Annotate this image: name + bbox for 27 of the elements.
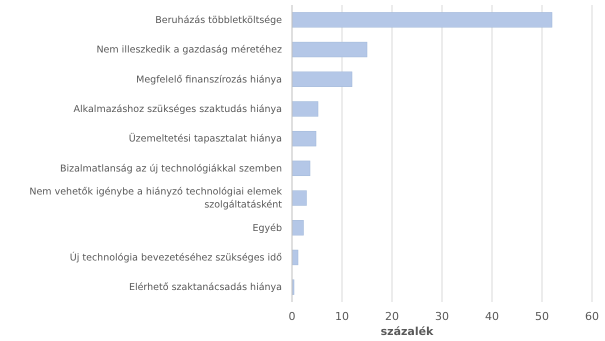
x-axis-title: százalék xyxy=(380,325,434,338)
bar xyxy=(292,101,318,117)
y-tick-label: Bizalmatlanság az új technológiákkal szemben xyxy=(60,162,282,174)
x-tick-label: 0 xyxy=(288,310,296,323)
y-tick-label: Beruházás többletköltsége xyxy=(155,14,282,26)
y-tick-label: Üzemeltetési tapasztalat hiánya xyxy=(128,132,282,144)
y-tick-label: Egyéb xyxy=(252,222,282,234)
y-tick-label: Új technológia bevezetéséhez szükséges idő xyxy=(70,251,282,264)
y-tick-label: Megfelelő finanszírozás hiánya xyxy=(136,74,282,85)
y-tick-label: Alkalmazáshoz szükséges szaktudás hiánya xyxy=(74,104,282,115)
bar xyxy=(292,12,552,28)
bar xyxy=(292,250,298,266)
bar xyxy=(292,190,307,206)
bar xyxy=(292,42,368,58)
x-tick-label: 50 xyxy=(535,310,549,323)
y-tick-label: Nem vehetők igénybe a hiányzó technológiai elemek szolgáltatásként xyxy=(29,186,282,210)
bar xyxy=(292,72,352,87)
y-tick-label: Nem illeszkedik a gazdaság méretéhez xyxy=(96,44,282,56)
bar xyxy=(292,160,310,176)
x-tick-label: 20 xyxy=(385,310,399,323)
x-tick-label: 30 xyxy=(435,310,449,323)
bar xyxy=(292,130,316,146)
bar xyxy=(292,220,304,236)
x-tick-label: 60 xyxy=(585,310,599,323)
y-tick-label: Elérhető szaktanácsadás hiánya xyxy=(128,282,282,293)
x-tick-label: 10 xyxy=(335,310,349,323)
x-tick-label: 40 xyxy=(485,310,499,323)
